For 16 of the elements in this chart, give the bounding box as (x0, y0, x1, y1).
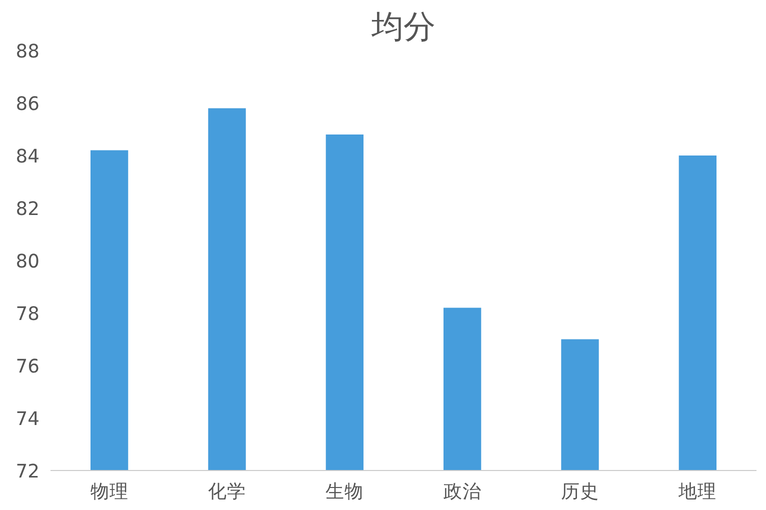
y-tick-label: 82 (16, 199, 40, 220)
x-tick-label: 物理 (90, 482, 128, 502)
y-tick-label: 74 (16, 409, 40, 430)
y-tick-label: 78 (16, 304, 40, 325)
x-tick-label: 化学 (208, 482, 246, 502)
chart-title: 均分 (370, 8, 436, 46)
y-tick-label: 80 (16, 252, 40, 272)
y-tick-label: 72 (16, 462, 40, 482)
x-tick-label: 政治 (443, 482, 482, 502)
y-tick-label: 86 (16, 94, 40, 115)
y-tick-label: 88 (16, 42, 40, 62)
y-tick-label: 84 (16, 146, 40, 168)
y-tick-label: 76 (16, 356, 40, 378)
x-tick-label: 地理 (678, 482, 717, 502)
x-tick-label: 历史 (561, 482, 599, 502)
x-tick-label: 生物 (326, 482, 364, 502)
